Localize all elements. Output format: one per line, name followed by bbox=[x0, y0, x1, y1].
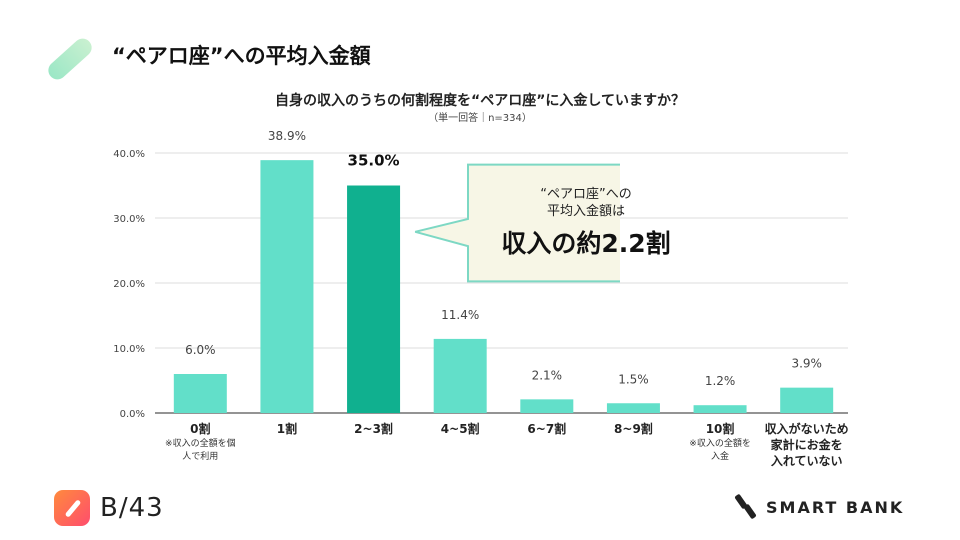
bar bbox=[433, 338, 487, 413]
callout-box bbox=[414, 163, 620, 283]
smartbank-logo-icon bbox=[734, 493, 758, 520]
bar bbox=[260, 160, 314, 413]
b43-logo-text: B/43 bbox=[100, 493, 164, 523]
data-label: 2.1% bbox=[532, 368, 563, 382]
callout-highlight: 収入の約2.2割 bbox=[501, 229, 671, 258]
category-note: ※収入の全額を個 bbox=[165, 437, 236, 449]
b43-logo-icon bbox=[54, 490, 90, 526]
data-label: 1.5% bbox=[618, 372, 649, 386]
bar bbox=[520, 399, 574, 413]
bar bbox=[780, 387, 834, 413]
bar bbox=[173, 374, 227, 413]
y-tick-label: 30.0% bbox=[113, 214, 145, 225]
category-note: 人で利用 bbox=[182, 450, 218, 462]
callout-shape bbox=[414, 163, 620, 283]
category-label: 4~5割 bbox=[441, 421, 480, 436]
category-note: ※収入の全額を bbox=[689, 437, 751, 449]
b43-logo: B/43 bbox=[54, 490, 164, 526]
category-note: 入金 bbox=[711, 450, 729, 462]
y-tick-label: 10.0% bbox=[113, 344, 145, 355]
data-label: 38.9% bbox=[268, 129, 306, 143]
category-label: 1割 bbox=[277, 421, 297, 436]
callout-line-1: “ペアロ座”への bbox=[540, 187, 632, 202]
category-label: 入れていない bbox=[771, 454, 843, 468]
data-label: 1.2% bbox=[705, 374, 736, 388]
data-label: 11.4% bbox=[441, 308, 479, 322]
category-label: 収入がないため bbox=[765, 421, 849, 436]
category-label: 8~9割 bbox=[614, 421, 653, 436]
smartbank-logo: SMART BANK bbox=[734, 493, 905, 520]
y-tick-label: 20.0% bbox=[113, 279, 145, 290]
data-label: 3.9% bbox=[791, 357, 822, 371]
bar bbox=[693, 405, 747, 413]
category-label: 家計にお金を bbox=[771, 437, 843, 452]
category-label: 2~3割 bbox=[354, 421, 393, 436]
category-label: 0割 bbox=[190, 421, 210, 436]
callout-text: “ペアロ座”への 平均入金額は 収入の約2.2割 bbox=[482, 186, 690, 260]
bar bbox=[606, 403, 660, 413]
data-label: 6.0% bbox=[185, 343, 216, 357]
callout-line-2: 平均入金額は bbox=[546, 204, 625, 219]
page-title: “ペアロ座”への平均入金額 bbox=[112, 44, 371, 68]
category-label: 10割 bbox=[706, 421, 735, 436]
bar bbox=[347, 185, 401, 413]
chart-title: 自身の収入のうちの何割程度を“ペアロ座”に入金していますか？ bbox=[275, 93, 685, 109]
category-label: 6~7割 bbox=[527, 421, 566, 436]
chart-subtitle: （単一回答｜n=334） bbox=[428, 113, 532, 124]
y-tick-label: 0.0% bbox=[120, 409, 145, 420]
smartbank-logo-text: SMART BANK bbox=[766, 497, 905, 517]
data-label: 35.0% bbox=[348, 152, 400, 170]
y-tick-label: 40.0% bbox=[113, 149, 145, 160]
